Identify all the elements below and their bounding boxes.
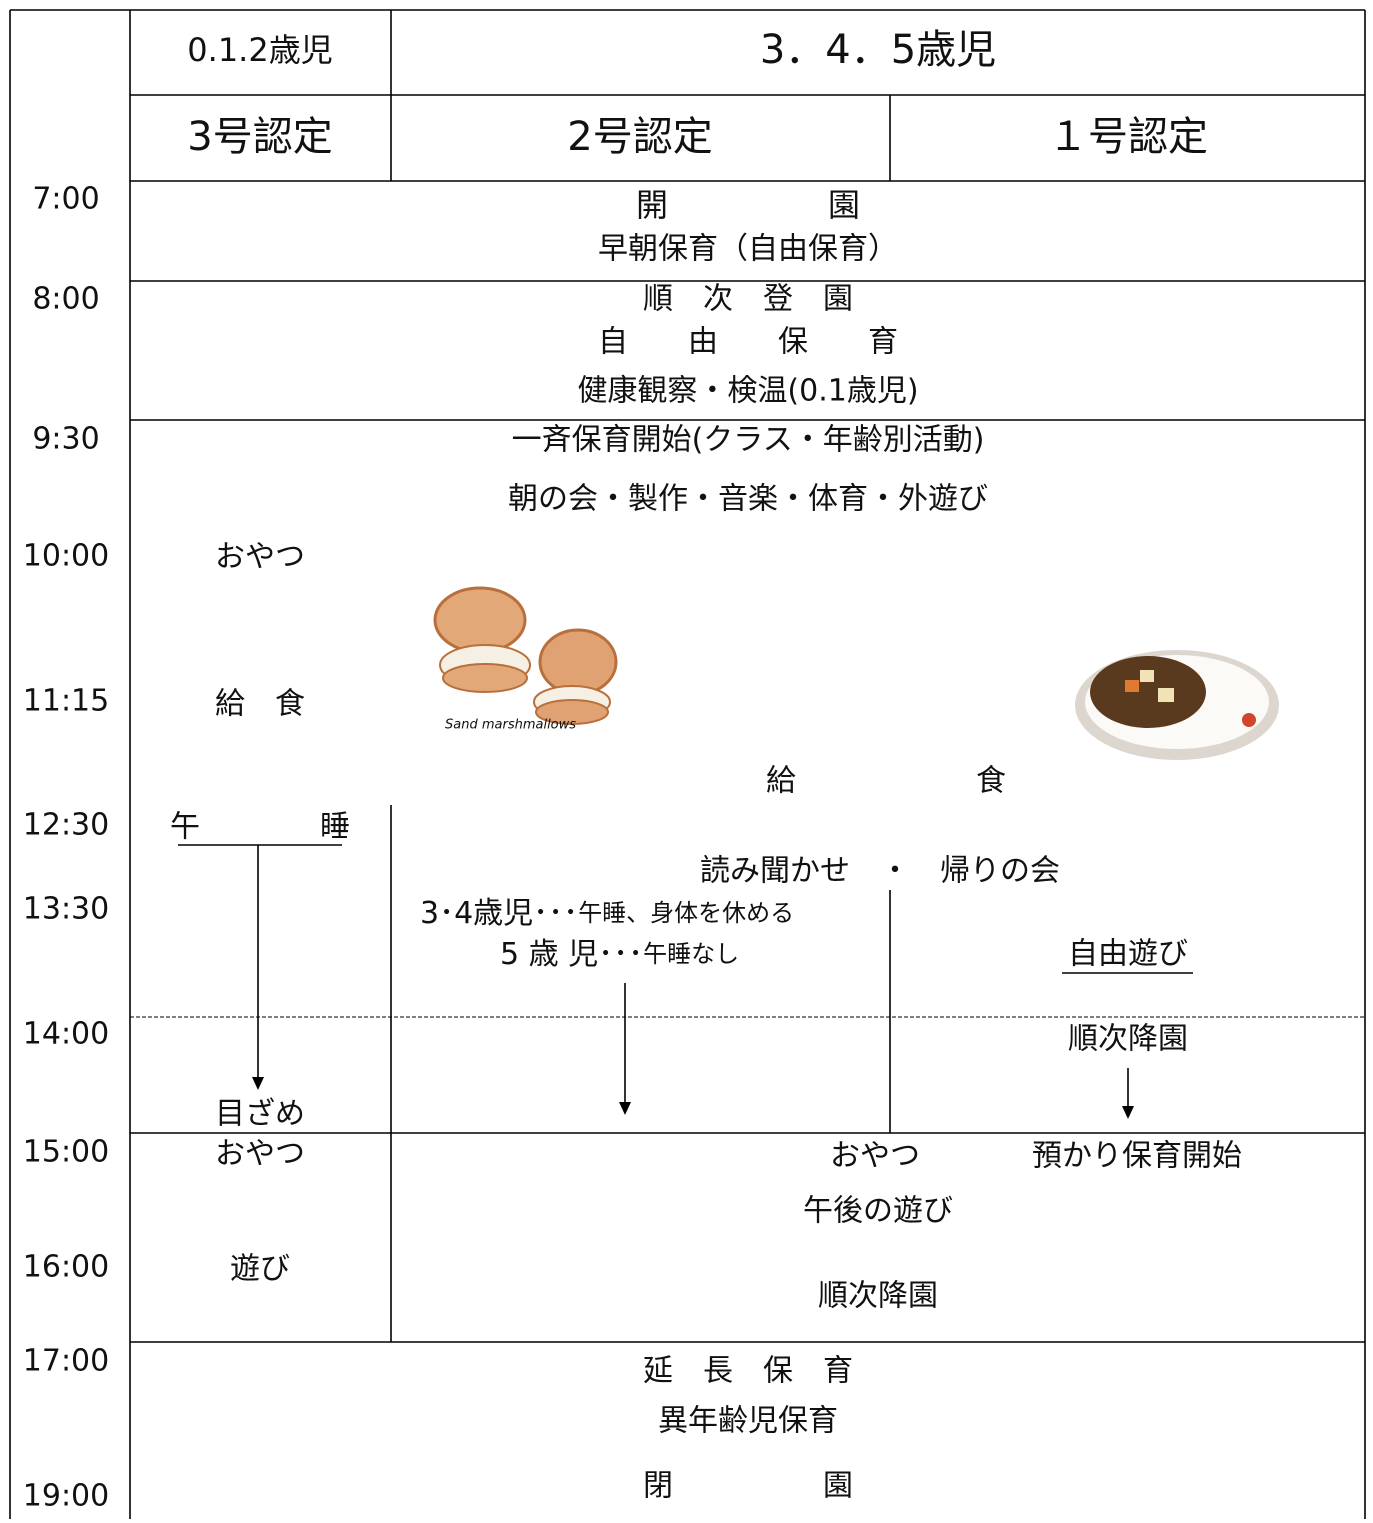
text-part: 午睡、身体を休める bbox=[578, 899, 794, 927]
time-label: 19:00 bbox=[23, 1479, 109, 1514]
older-activity: おやつ bbox=[830, 1139, 920, 1174]
older-activity: 給 食 bbox=[766, 764, 1006, 799]
nap-note: 3･4歳児･･･午睡、身体を休める bbox=[420, 896, 794, 931]
activity: 一斉保育開始(クラス・年齢別活動) bbox=[512, 423, 985, 458]
text-part: 3･4歳児･･･ bbox=[420, 896, 578, 931]
time-label: 14:00 bbox=[23, 1017, 109, 1052]
time-label: 12:30 bbox=[23, 808, 109, 843]
activity: 朝の会・製作・音楽・体育・外遊び bbox=[508, 482, 988, 517]
time-label: 7:00 bbox=[32, 182, 99, 217]
infant-activity: 午 睡 bbox=[170, 810, 350, 845]
infant-activity: 遊び bbox=[230, 1252, 290, 1287]
older-activity: 順次降園 bbox=[1068, 1022, 1188, 1057]
certification-header: 2号認定 bbox=[567, 114, 712, 160]
certification-header: １号認定 bbox=[1048, 114, 1208, 160]
time-label: 16:00 bbox=[23, 1250, 109, 1285]
older-activity: 読み聞かせ ・ 帰りの会 bbox=[700, 854, 1060, 889]
time-label: 8:00 bbox=[32, 282, 99, 317]
activity: 自 由 保 育 bbox=[598, 325, 898, 360]
time-label: 10:00 bbox=[23, 539, 109, 574]
time-label: 9:30 bbox=[32, 422, 99, 457]
cookie-illustration: Sand marshmallows bbox=[433, 586, 618, 733]
time-label: 15:00 bbox=[23, 1135, 109, 1170]
text-part: 午睡なし bbox=[643, 940, 739, 968]
certification-header: 3号認定 bbox=[187, 114, 332, 160]
older-activity: 自由遊び bbox=[1068, 937, 1188, 972]
older-activity: 順次降園 bbox=[818, 1279, 938, 1314]
table-lines bbox=[9, 9, 1366, 1519]
time-label: 13:30 bbox=[23, 892, 109, 927]
time-label: 17:00 bbox=[23, 1344, 109, 1379]
infant-activity: おやつ bbox=[215, 540, 305, 575]
infant-activity: おやつ bbox=[215, 1137, 305, 1172]
text-part: 5 歳 児･･･ bbox=[500, 937, 643, 972]
nap-note: 5 歳 児･･･午睡なし bbox=[500, 937, 739, 972]
activity: 開 園 bbox=[636, 186, 860, 224]
older-activity: 午後の遊び bbox=[803, 1194, 953, 1229]
activity: 早朝保育（自由保育） bbox=[598, 232, 898, 267]
infant-activity: 目ざめ bbox=[215, 1097, 305, 1132]
illustration-caption: Sand marshmallows bbox=[445, 718, 576, 733]
activity: 延 長 保 育 bbox=[643, 1354, 853, 1389]
age-header: 0.1.2歳児 bbox=[187, 31, 332, 69]
age-header: 3．4．5歳児 bbox=[760, 27, 996, 73]
activity: 順 次 登 園 bbox=[643, 282, 853, 317]
activity: 閉 園 bbox=[643, 1469, 853, 1504]
activity: 健康観察・検温(0.1歳児) bbox=[577, 374, 918, 409]
activity: 異年齢児保育 bbox=[658, 1404, 838, 1439]
older-activity: 預かり保育開始 bbox=[1032, 1139, 1242, 1174]
infant-activity: 給 食 bbox=[215, 687, 305, 722]
curry-illustration bbox=[1075, 650, 1279, 760]
time-label: 11:15 bbox=[23, 684, 109, 719]
